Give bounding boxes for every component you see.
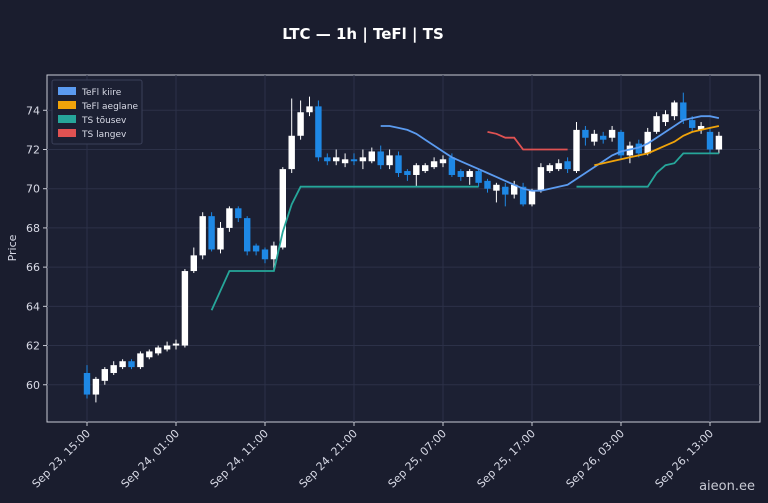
candle-body [555,163,562,170]
candle-body [350,159,358,162]
legend-label: TS tõusev [81,116,127,126]
candle-body [155,347,162,354]
candle-body [617,131,625,156]
legend-label: TeFl kiire [81,88,122,98]
candle-body [537,167,545,191]
candle-body [697,125,705,130]
overlay-line [487,131,568,151]
candle-body [377,151,384,166]
candle-body [689,120,696,128]
candle-body [635,143,642,154]
candle-body [279,169,286,248]
candle-body [181,271,189,346]
candle-body [519,186,527,205]
candle-body [226,208,233,228]
candle-body [92,378,100,395]
candle-body [582,129,589,138]
y-tick-label: 62 [26,340,40,353]
candle-body [306,106,313,113]
y-tick-label: 68 [26,222,40,235]
legend-swatch [58,87,76,95]
candle-body [528,190,536,205]
candle-body [190,255,197,272]
candle-body [101,369,108,381]
legend-label: TeFl aeglane [81,102,139,112]
candle-body [662,114,669,123]
candle-body [199,216,206,256]
candle-body [110,365,117,373]
candle-body [573,129,580,172]
candle-body [680,102,687,121]
candle-body [439,159,447,164]
candle-body [404,171,411,175]
candle-body [83,372,91,395]
y-axis-label: Price [6,234,19,261]
candle-body [546,165,553,172]
legend-swatch [58,101,76,109]
candle-body [457,171,464,177]
candle-body [608,129,616,138]
candle-body [484,180,491,189]
candle-body [422,165,429,172]
candle-body [395,155,402,174]
legend-box [51,79,143,145]
candle-body [163,345,171,350]
overlay-line [594,125,720,167]
candle-body [386,155,393,166]
candle-body [502,186,509,195]
y-tick-label: 64 [26,300,40,313]
y-tick-label: 60 [26,379,40,392]
chart-title: LTC — 1h | TeFl | TS [282,25,444,44]
candle-body [297,112,304,136]
candle-body [511,184,518,195]
candle-body [146,351,153,358]
candle-body [341,159,349,164]
plot-area [46,74,761,423]
candle-body [288,135,295,170]
candle-body [448,157,456,175]
candle-body [208,216,215,250]
candle-body [493,184,500,191]
legend: TeFl kiire TeFl aeglane TS tõusev TS langev [51,79,143,145]
overlay-line [210,152,719,311]
candle-body [172,343,180,346]
candle-body [252,245,260,252]
legend-swatch [58,115,76,123]
candle-body [626,145,634,156]
candle-body [706,131,714,150]
candle-body [475,171,482,183]
candle-body [270,245,278,260]
candle-body [413,165,420,175]
candle-body [119,361,126,368]
legend-label: TS langev [81,130,127,140]
candle-body [137,353,144,368]
candle-body [261,249,269,260]
candle-body [217,227,224,250]
candle-body [315,106,322,158]
candle-body [333,157,340,162]
candle-body [359,157,367,162]
y-tick-label: 70 [26,183,40,196]
candle-body [600,135,607,140]
candle-body [591,133,598,142]
y-tick-label: 72 [26,143,40,156]
legend-swatch [58,129,76,137]
candle-body [324,157,331,162]
candle-body [715,135,723,150]
candle-body [430,161,438,168]
candle-body [235,208,242,219]
candle-body [466,171,473,177]
candle-body [128,361,135,368]
candle-body [671,102,678,117]
watermark: aieon.ee [699,479,755,494]
candle-body [564,161,571,170]
candle-body [653,116,660,132]
overlay-line [380,115,720,192]
candle-body [368,151,375,162]
y-tick-label: 66 [26,261,40,274]
candle-body [244,218,251,252]
y-tick-label: 74 [26,104,40,117]
